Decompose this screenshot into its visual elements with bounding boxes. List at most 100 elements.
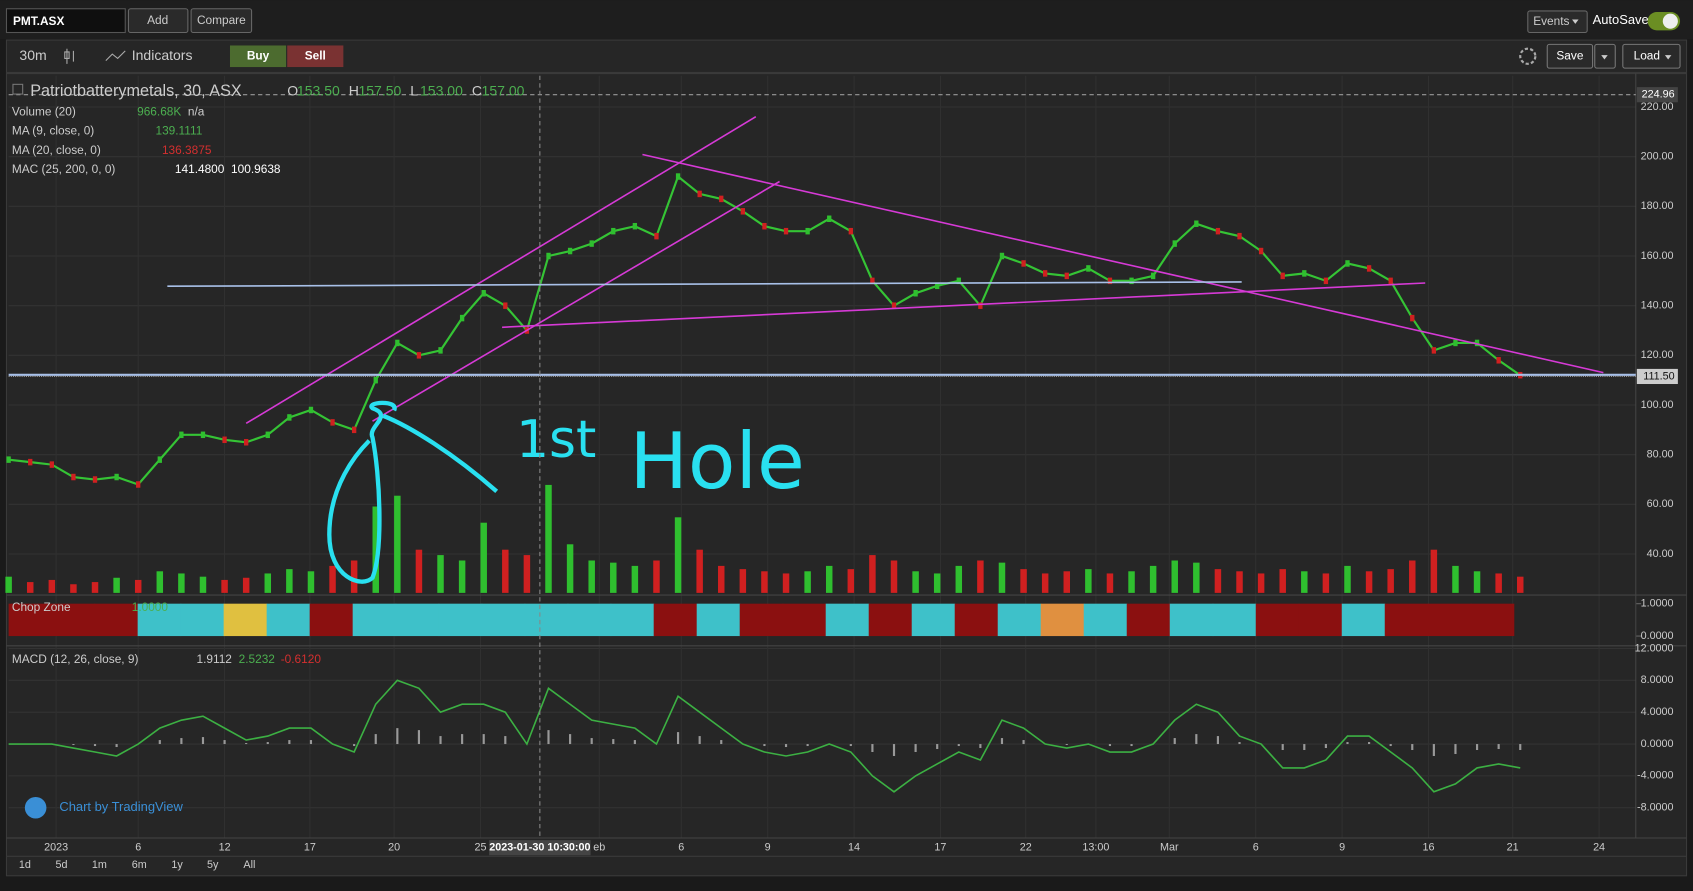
- candle: [1431, 347, 1437, 354]
- volume-bar: [1517, 576, 1524, 593]
- range-button[interactable]: 1d: [19, 859, 31, 871]
- chop-zone-segment: [94, 603, 139, 637]
- chop-zone-segment: [1341, 603, 1386, 637]
- y-tick-label: 8.0000: [1641, 674, 1674, 686]
- load-button[interactable]: [1622, 43, 1681, 69]
- save-label: Save: [1556, 48, 1583, 62]
- macd-histogram: [1000, 738, 1004, 745]
- candle: [999, 252, 1005, 260]
- volume-bar: [761, 571, 768, 593]
- sell-button[interactable]: [287, 45, 344, 68]
- attribution[interactable]: Chart by TradingView: [59, 799, 183, 814]
- chop-zone-segment: [438, 603, 483, 637]
- collapse-icon[interactable]: [12, 83, 24, 95]
- chop-zone-segment: [137, 603, 182, 637]
- x-tick-label: eb: [593, 842, 605, 854]
- buy-button[interactable]: [229, 45, 287, 68]
- chop-zone-segment: [1427, 603, 1472, 637]
- range-button[interactable]: All: [243, 859, 255, 871]
- macd-histogram: [1475, 744, 1479, 751]
- macd-histogram: [158, 740, 161, 745]
- tradingview-logo[interactable]: [24, 796, 47, 819]
- candle: [1172, 240, 1177, 247]
- y-tick-label: 120.00: [1641, 349, 1674, 361]
- volume-bar: [307, 571, 315, 593]
- y-tick-label: 100.00: [1641, 399, 1674, 411]
- interval[interactable]: 30m: [19, 47, 46, 63]
- chop-zone-segment: [1126, 603, 1171, 637]
- range-button[interactable]: 5d: [56, 859, 68, 871]
- candle: [1194, 220, 1199, 227]
- y-tick-label: 12.0000: [1635, 642, 1674, 654]
- macd-histogram: [1324, 744, 1327, 749]
- x-tick-label: 16: [1422, 842, 1434, 854]
- settings-gear[interactable]: [1519, 47, 1537, 65]
- y-tick-label: 40.00: [1647, 548, 1674, 560]
- candle: [1215, 227, 1221, 235]
- candle: [1323, 277, 1329, 285]
- volume-bar: [91, 582, 99, 593]
- compare-button[interactable]: [190, 8, 253, 34]
- chop-zone-segment: [1384, 603, 1429, 637]
- volume-bar: [437, 555, 444, 593]
- chop-zone-segment: [266, 603, 311, 637]
- candle: [6, 456, 11, 463]
- chop-zone-segment: [1255, 603, 1300, 637]
- candle: [416, 352, 422, 359]
- ohlc-value: 157.50: [358, 83, 401, 99]
- candle: [956, 277, 961, 285]
- range-button[interactable]: 1y: [171, 859, 183, 871]
- chart-type-icon[interactable]: [64, 48, 74, 64]
- macd-histogram: [1454, 744, 1457, 754]
- macd-histogram: [849, 744, 852, 747]
- compare-label: Compare: [197, 13, 246, 27]
- ohlc-value: 153.00: [420, 83, 463, 99]
- range-button[interactable]: 1m: [92, 859, 107, 871]
- range-button[interactable]: 5y: [207, 859, 219, 871]
- indicator-name: MAC (25, 200, 0, 0): [12, 162, 116, 176]
- macd-histogram: [245, 743, 248, 745]
- macd-histogram: [1519, 744, 1522, 751]
- marks: 220.00 200.00 180.00 160.00 140.00 120.00 100.…: [5, 87, 1678, 856]
- events-button[interactable]: [1527, 10, 1588, 34]
- save-button[interactable]: [1546, 43, 1594, 69]
- macd-histogram: [1022, 740, 1025, 745]
- volume-bar: [502, 549, 509, 593]
- indicators-button[interactable]: Indicators: [132, 47, 193, 63]
- candle: [783, 227, 789, 235]
- candle: [1453, 339, 1458, 347]
- price-label: 224.96: [1642, 89, 1675, 101]
- chop-zone-segment: [352, 603, 397, 637]
- x-tick-label: 24: [1593, 842, 1605, 854]
- range-buttons: 1d 5d 1m 6m 1y 5y All: [19, 859, 256, 871]
- volume-bar: [1041, 573, 1049, 593]
- indicator-name: Volume (20): [12, 105, 76, 119]
- candle: [1302, 270, 1307, 277]
- volume-bar: [1085, 569, 1092, 593]
- macd-histogram: [914, 744, 917, 753]
- volume-bar: [70, 584, 77, 593]
- crosshair-label: 2023-01-30 10:30:00: [489, 842, 590, 854]
- dropdown-caret: [1572, 19, 1579, 24]
- trend-line: [642, 153, 1604, 374]
- pane-title: MACD (12, 26, close, 9): [12, 652, 139, 666]
- volume-bar: [350, 560, 358, 593]
- candle: [1043, 270, 1048, 277]
- macd-histogram: [1195, 734, 1198, 745]
- indicator-value: n/a: [188, 105, 205, 119]
- x-tick-label: 17: [304, 842, 316, 854]
- macd-histogram: [309, 740, 313, 745]
- candle: [848, 227, 853, 235]
- candle: [1064, 272, 1069, 280]
- macd-histogram: [504, 736, 507, 745]
- range-button[interactable]: 6m: [132, 859, 147, 871]
- indicator-name: MA (9, close, 0): [12, 124, 94, 138]
- chop-zone-segment: [653, 603, 698, 637]
- volume-bar: [1128, 571, 1135, 593]
- symbol-input[interactable]: [5, 8, 126, 34]
- macd-histogram: [979, 744, 982, 749]
- indicator-name: MA (20, close, 0): [12, 143, 101, 157]
- volume-bar: [372, 506, 379, 593]
- add-button[interactable]: [127, 8, 189, 34]
